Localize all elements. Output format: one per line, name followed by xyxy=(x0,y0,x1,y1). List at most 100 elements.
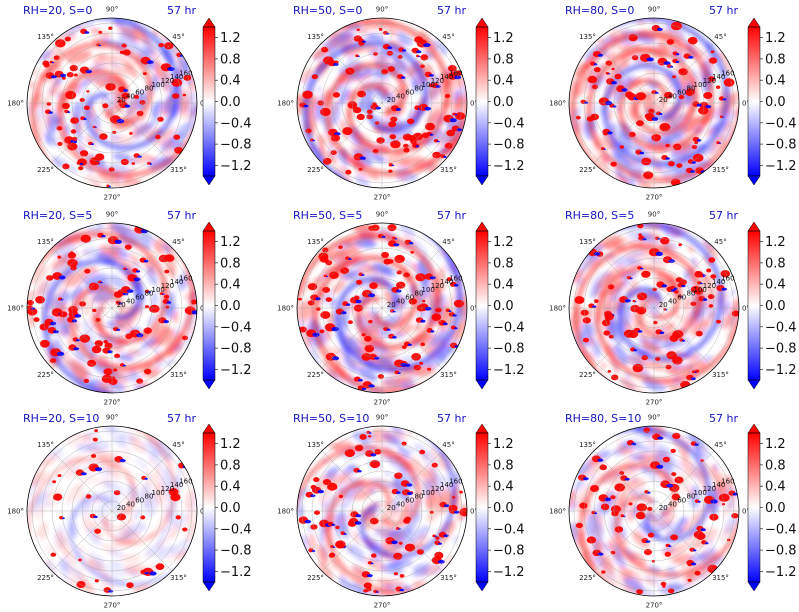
colorbar-tick-label: −1.2 xyxy=(493,363,525,378)
radial-tick-60: 60 xyxy=(135,497,144,505)
angular-tick-labels: 0° 45° 90° 135° 180° 225° 270° 315° xyxy=(549,414,750,610)
colorbar-tick-label: 0.0 xyxy=(493,299,514,314)
polar-grid xyxy=(297,18,467,188)
colorbar-gradient xyxy=(203,27,215,176)
colorbar-5: 1.2 0.8 0.4 0.0 −0.4 −0.8 −1.2 xyxy=(475,221,525,390)
colorbar-8: 1.2 0.8 0.4 0.0 −0.4 −0.8 −1.2 xyxy=(475,423,525,592)
angular-gridline xyxy=(653,102,715,164)
angular-tick-5: 225° xyxy=(579,371,596,379)
colorbar-tick-label: 1.2 xyxy=(493,437,514,452)
convective-cells xyxy=(575,427,739,595)
convective-cells xyxy=(575,21,735,187)
polar-panel-7: 0°45°90°135°180°225°270°315°204060801001… xyxy=(7,412,251,610)
colorbar-tick-label: 1.2 xyxy=(220,437,241,452)
radial-tick-20: 20 xyxy=(659,301,668,309)
colorbar-tick-label: 0.0 xyxy=(765,299,786,314)
colorbar-extend-min xyxy=(475,379,489,390)
colorbar-extend-max xyxy=(475,423,489,434)
colorbar-tick-label: −1.2 xyxy=(493,159,525,174)
angular-tick-0: 0° xyxy=(742,305,750,313)
panel-time-label: 57 hr xyxy=(437,412,466,425)
angular-tick-3: 135° xyxy=(579,238,596,246)
radial-tick-80: 80 xyxy=(145,493,154,501)
angular-tick-1: 45° xyxy=(714,238,726,246)
radial-tick-120: 120 xyxy=(703,485,716,493)
angular-tick-3: 135° xyxy=(307,441,324,449)
colorbar-tick-label: 0.8 xyxy=(220,256,241,271)
colorbar-tick-label: 0.4 xyxy=(765,278,786,293)
angular-gridline xyxy=(321,307,383,369)
radial-tick-140: 140 xyxy=(440,481,453,489)
radial-tick-40: 40 xyxy=(126,500,135,508)
colorbar-tick-label: 1.2 xyxy=(493,235,514,250)
angular-tick-6: 270° xyxy=(374,194,391,202)
colorbar-tick-label: 1.2 xyxy=(220,31,241,46)
angular-tick-7: 315° xyxy=(170,574,187,582)
angular-tick-5: 225° xyxy=(307,371,324,379)
polar-frame xyxy=(26,425,198,597)
angular-tick-2: 90° xyxy=(376,211,388,219)
angular-tick-0: 0° xyxy=(470,305,478,313)
angular-tick-1: 45° xyxy=(714,441,726,449)
colorbar-extend-max xyxy=(202,17,216,28)
polar-grid xyxy=(27,223,197,393)
radial-tick-20: 20 xyxy=(387,504,396,512)
colorbar-tick-label: −1.2 xyxy=(220,159,252,174)
angular-tick-labels: 0° 45° 90° 135° 180° 225° 270° 315° xyxy=(549,211,750,407)
angular-tick-4: 180° xyxy=(549,508,566,516)
radial-tick-20: 20 xyxy=(387,96,396,104)
colorbar-extend-min xyxy=(202,581,216,592)
radial-tick-120: 120 xyxy=(431,485,444,493)
angular-gridline xyxy=(653,450,715,512)
polar-panel-9: 0°45°90°135°180°225°270°315°20 40 60 801001… xyxy=(549,412,796,610)
panel-time-label: 57 hr xyxy=(167,412,196,425)
colorbar-tick-label: −0.8 xyxy=(765,138,797,153)
polar-frame xyxy=(26,222,198,394)
angular-tick-7: 315° xyxy=(170,371,187,379)
panel-title: RH=80, S=10 xyxy=(565,412,641,425)
radial-tick-60: 60 xyxy=(677,497,686,505)
polar-grid xyxy=(297,223,467,393)
colorbar-tick-label: −0.8 xyxy=(765,342,797,357)
vorticity-field xyxy=(569,18,739,188)
colorbar-gradient xyxy=(203,433,215,582)
radial-tick-160: 160 xyxy=(179,477,192,485)
convective-cells xyxy=(50,429,188,593)
radial-tick-40: 40 xyxy=(126,297,135,305)
angular-tick-labels: 0° 45° 90° 135° 180° 225° 270° 315° xyxy=(549,6,750,202)
angular-tick-1: 45° xyxy=(172,238,184,246)
radial-tick-60: 60 xyxy=(677,89,686,97)
angular-tick-2: 90° xyxy=(106,6,118,14)
polar-panel-3: 0°45°90°135°180°225°270°315°20 40 60 801001… xyxy=(549,4,796,202)
angular-gridline xyxy=(593,42,655,104)
colorbar-2: 1.2 0.8 0.4 0.0 −0.4 −0.8 −1.2 xyxy=(475,17,525,186)
colorbar-gradient xyxy=(748,433,760,582)
radial-tick-60: 60 xyxy=(135,294,144,302)
radial-tick-160: 160 xyxy=(449,69,462,77)
angular-tick-7: 315° xyxy=(712,574,729,582)
angular-tick-4: 180° xyxy=(549,305,566,313)
colorbar-3: 1.2 0.8 0.4 0.0 −0.4 −0.8 −1.2 xyxy=(747,17,797,186)
angular-tick-1: 45° xyxy=(172,33,184,41)
polar-grid xyxy=(569,426,739,596)
angular-tick-5: 225° xyxy=(37,371,54,379)
colorbar-tick-label: −0.4 xyxy=(220,116,252,131)
angular-tick-6: 270° xyxy=(646,602,663,610)
colorbar-tick-label: 0.4 xyxy=(220,74,241,89)
polar-panel-5: 0°45°90°135°180°225°270°315°20 40 60 801001… xyxy=(277,209,524,407)
angular-gridline xyxy=(321,510,383,572)
colorbar-tick-label: −1.2 xyxy=(765,363,797,378)
angular-tick-0: 0° xyxy=(742,100,750,108)
angular-gridline xyxy=(111,42,173,104)
angular-gridline xyxy=(111,450,173,512)
radial-tick-100: 100 xyxy=(152,81,165,89)
angular-tick-6: 270° xyxy=(104,602,121,610)
colorbar-4: 1.2 0.8 0.4 0.0 −0.4 −0.8 −1.2 xyxy=(202,221,252,390)
colorbar-tick-label: 1.2 xyxy=(765,235,786,250)
radial-tick-100: 100 xyxy=(152,489,165,497)
angular-tick-6: 270° xyxy=(374,602,391,610)
polar-grid xyxy=(27,18,197,188)
angular-gridline xyxy=(381,102,443,164)
